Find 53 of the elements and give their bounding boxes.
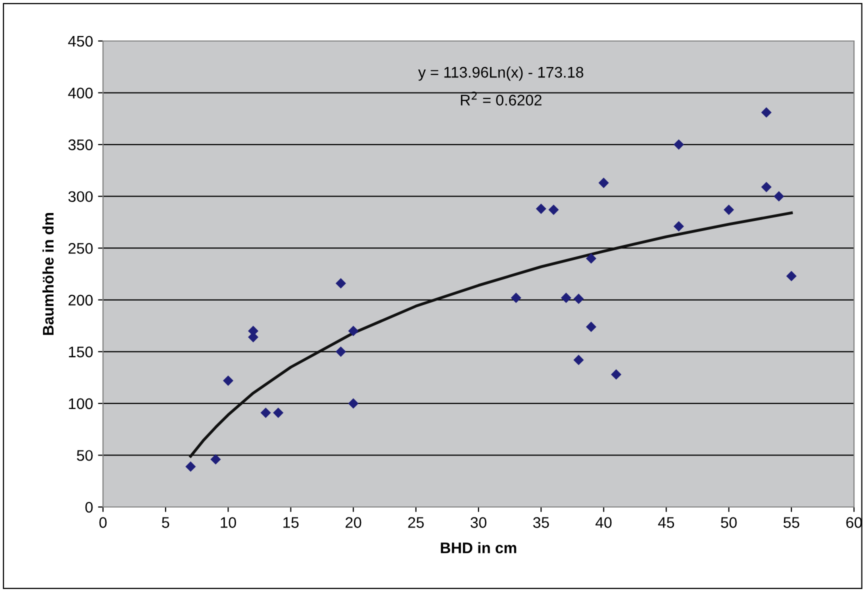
point [348, 326, 359, 336]
point [598, 178, 609, 188]
y-tick-label: 150 [68, 346, 93, 358]
point [786, 270, 797, 282]
point [536, 204, 546, 214]
point [348, 398, 359, 409]
y-tick-label: 200 [68, 294, 93, 306]
y-tick-label: 100 [68, 398, 93, 410]
y-tick-label: 300 [68, 191, 93, 202]
point [336, 346, 346, 357]
point [210, 454, 221, 465]
x-tick-label: 5 [162, 517, 170, 528]
annotation: y = 113.96Ln(x) - 173.18 [418, 66, 584, 81]
x-axis-title: BHD in cm [440, 542, 516, 554]
point [774, 191, 784, 202]
point [586, 322, 596, 332]
point [724, 204, 734, 215]
x-tick-label: 15 [283, 517, 299, 528]
x-tick-label: 45 [658, 517, 674, 528]
point [573, 294, 584, 304]
y-tick-label: 350 [68, 139, 93, 150]
point [548, 204, 559, 215]
y-tick-label: 0 [85, 502, 93, 513]
x-tick-label: 35 [533, 517, 549, 528]
point [336, 278, 346, 289]
point [761, 107, 772, 118]
x-tick-label: 30 [470, 517, 486, 528]
point [185, 461, 196, 472]
x-tick-label: 50 [720, 517, 737, 528]
x-tick-label: 0 [99, 517, 107, 528]
x-tick-label: 40 [596, 517, 612, 528]
y-tick-label: 450 [68, 36, 93, 47]
x-tick-label: 60 [846, 517, 862, 528]
point [260, 408, 271, 418]
point [761, 182, 772, 192]
line-series [189, 212, 793, 458]
point [273, 408, 284, 418]
point [674, 139, 684, 150]
point [510, 292, 522, 304]
point [586, 253, 596, 264]
x-tick-label: 10 [220, 517, 236, 528]
point [560, 292, 572, 304]
point [222, 375, 234, 386]
y-tick-label: 250 [68, 242, 93, 254]
x-tick-label: 55 [784, 517, 800, 528]
point [573, 354, 584, 366]
y-axis-title: Baumhöhe in dm [42, 212, 54, 335]
x-tick-label: 20 [346, 517, 362, 528]
x-tick-label: 25 [408, 517, 424, 528]
y-tick-label: 400 [68, 88, 93, 98]
point [674, 221, 684, 232]
point [610, 369, 622, 380]
y-tick-label: 50 [76, 450, 93, 461]
